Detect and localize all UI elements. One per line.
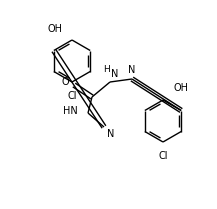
Text: OH: OH (47, 24, 62, 34)
Text: Cl: Cl (67, 91, 77, 101)
Text: N: N (107, 129, 114, 139)
Text: Cl: Cl (158, 151, 168, 161)
Text: OH: OH (173, 83, 188, 93)
Text: N: N (128, 65, 136, 75)
Text: N: N (111, 69, 118, 79)
Text: H: H (104, 65, 110, 74)
Text: O: O (61, 77, 69, 87)
Text: HN: HN (63, 106, 78, 116)
